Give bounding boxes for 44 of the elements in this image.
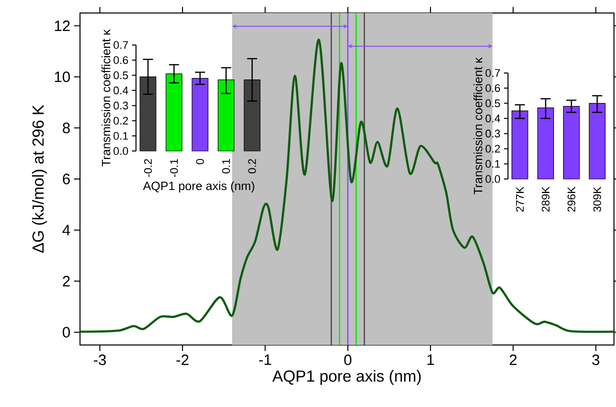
y-tick-label: 0.6 bbox=[486, 84, 500, 92]
y-tick-label: 4 bbox=[62, 224, 70, 236]
y-tick-label: 0.5 bbox=[486, 99, 500, 108]
y-tick-label: 6 bbox=[62, 174, 70, 184]
x-tick-label: 0.2 bbox=[248, 159, 256, 174]
y-tick-label: 0.0 bbox=[114, 147, 128, 155]
x-tick-label: 0 bbox=[344, 354, 352, 366]
x-axis-title: AQP1 pore axis (nm) bbox=[272, 370, 421, 385]
y-tick-label: 0.5 bbox=[114, 71, 128, 80]
x-tick-label: 3 bbox=[592, 354, 600, 366]
y-axis-title: Transmission coefficient κ bbox=[474, 57, 482, 194]
y-axis-title: Transmission coefficient κ bbox=[102, 29, 110, 166]
x-tick-label: 0 bbox=[196, 158, 204, 164]
x-tick-label: -3 bbox=[94, 354, 106, 366]
y-tick-label: 0.4 bbox=[486, 114, 500, 122]
y-tick-label: 0.6 bbox=[114, 56, 128, 64]
x-tick-label: 0.1 bbox=[222, 159, 230, 174]
y-tick-label: 0.2 bbox=[114, 116, 128, 125]
y-tick-label: 12 bbox=[54, 20, 70, 32]
x-tick-label: -0.1 bbox=[170, 159, 178, 177]
y-tick-label: 0.1 bbox=[114, 132, 128, 140]
line-series bbox=[80, 38, 614, 333]
x-axis-title: AQP1 pore axis (nm) bbox=[143, 181, 254, 193]
y-tick-label: 2 bbox=[62, 276, 70, 286]
y-tick-label: 0.7 bbox=[486, 69, 500, 77]
y-tick-label: 8 bbox=[62, 122, 70, 134]
x-tick-label: -2 bbox=[176, 354, 188, 365]
x-tick-label: 296K bbox=[568, 186, 576, 212]
x-tick-label: -1 bbox=[259, 354, 272, 365]
y-tick-label: 0.0 bbox=[486, 175, 500, 183]
y-tick-label: 0.3 bbox=[114, 102, 128, 110]
y-tick-label: 0.3 bbox=[486, 130, 500, 138]
x-tick-label: -0.2 bbox=[144, 159, 152, 177]
y-axis-title: ΔG (kJ/mol) at 296 K bbox=[32, 104, 47, 253]
x-tick-label: 289K bbox=[542, 186, 550, 212]
y-tick-label: 0.2 bbox=[486, 144, 500, 153]
x-tick-label: 1 bbox=[427, 354, 434, 365]
x-tick-label: 309K bbox=[593, 186, 602, 212]
x-tick-label: 2 bbox=[510, 354, 517, 365]
y-tick-label: 10 bbox=[54, 72, 70, 82]
y-tick-label: 0.4 bbox=[114, 86, 128, 94]
y-tick-label: 0 bbox=[62, 326, 70, 338]
x-tick-label: 277K bbox=[516, 186, 524, 212]
y-tick-label: 0.7 bbox=[114, 41, 128, 49]
